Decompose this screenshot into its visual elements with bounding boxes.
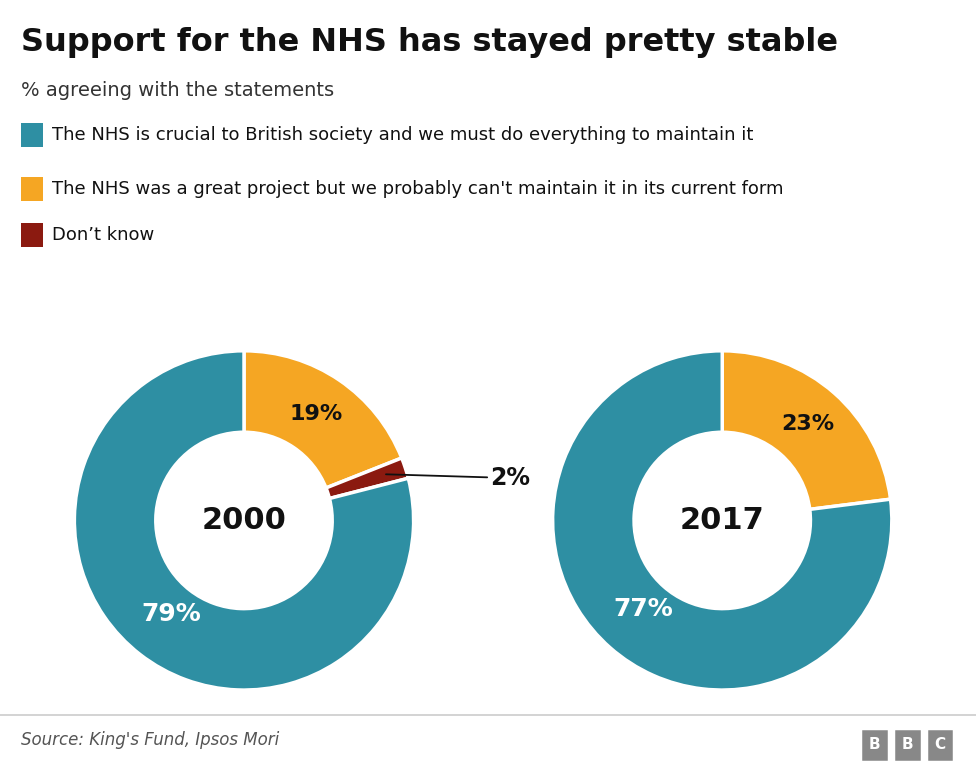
- Text: The NHS was a great project but we probably can't maintain it in its current for: The NHS was a great project but we proba…: [52, 180, 783, 198]
- Text: Support for the NHS has stayed pretty stable: Support for the NHS has stayed pretty st…: [21, 27, 838, 58]
- Text: 2%: 2%: [386, 466, 530, 490]
- Wedge shape: [552, 351, 892, 690]
- Wedge shape: [74, 351, 414, 690]
- Text: 79%: 79%: [142, 602, 201, 626]
- Text: 2000: 2000: [202, 506, 286, 535]
- Text: B: B: [902, 737, 914, 752]
- Wedge shape: [326, 458, 408, 499]
- Text: % agreeing with the statements: % agreeing with the statements: [21, 81, 335, 100]
- Text: C: C: [934, 737, 946, 752]
- FancyBboxPatch shape: [860, 728, 889, 762]
- Text: Source: King's Fund, Ipsos Mori: Source: King's Fund, Ipsos Mori: [21, 731, 280, 749]
- Text: The NHS is crucial to British society and we must do everything to maintain it: The NHS is crucial to British society an…: [52, 126, 753, 144]
- Text: 77%: 77%: [614, 598, 673, 621]
- FancyBboxPatch shape: [893, 728, 921, 762]
- Wedge shape: [244, 351, 402, 488]
- Text: Don’t know: Don’t know: [52, 226, 154, 244]
- Text: 2017: 2017: [680, 506, 764, 535]
- Wedge shape: [722, 351, 890, 510]
- FancyBboxPatch shape: [925, 728, 955, 762]
- Text: 19%: 19%: [290, 404, 344, 424]
- Text: 23%: 23%: [781, 414, 834, 434]
- Text: B: B: [869, 737, 880, 752]
